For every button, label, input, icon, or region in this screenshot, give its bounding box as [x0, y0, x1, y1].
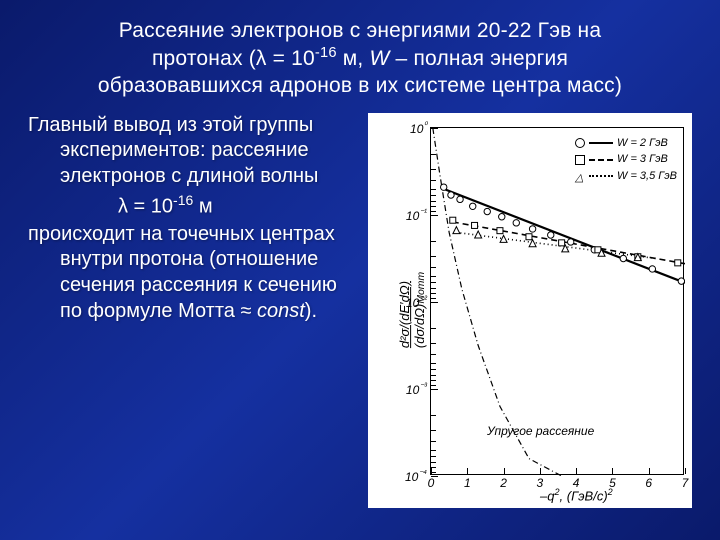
title-line-1: Рассеяние электронов с энергиями 20-22 Г… — [119, 19, 601, 42]
slide-title: Рассеяние электронов с энергиями 20-22 Г… — [28, 18, 692, 99]
x-tick-label: 2 — [500, 474, 507, 490]
x-axis-label: –q2, (ГэВ/с)2 — [540, 487, 613, 503]
x-tick-label: 6 — [645, 474, 652, 490]
y-axis-label: d²σ/(dE′dΩ)(dσ/dΩ)Мотт — [397, 272, 427, 348]
y-tick-label: 10⁻³ — [406, 381, 431, 397]
title-W: W — [369, 47, 389, 70]
body-lambda: λ = 10-16 м — [28, 192, 352, 220]
body-p2: происходит на точечных центрах внутри пр… — [28, 222, 352, 324]
body-p1: Главный вывод из этой группы эксперимент… — [28, 113, 352, 190]
x-tick-label: 0 — [428, 474, 435, 490]
plot-area: W = 2 ГэВW = 3 ГэВ△W = 3,5 ГэВ Упругое р… — [430, 127, 684, 475]
body-text: Главный вывод из этой группы эксперимент… — [28, 113, 352, 508]
chart-panel: d²σ/(dE′dΩ)(dσ/dΩ)Мотт W = 2 ГэВW = 3 Гэ… — [368, 113, 692, 508]
y-tick-label: 10⁰ — [410, 120, 431, 136]
x-tick-label: 7 — [682, 474, 689, 490]
title-line-2b: м, — [337, 47, 370, 70]
plot-svg — [431, 128, 685, 476]
y-tick-label: 10⁻¹ — [406, 207, 431, 223]
y-tick-label: 10⁻² — [406, 294, 431, 310]
title-line-3: образовавшихся адронов в их системе цент… — [98, 74, 622, 97]
title-line-2c: – полная энергия — [390, 47, 569, 70]
title-line-2a: протонах (λ = 10 — [152, 47, 315, 70]
x-tick-label: 1 — [464, 474, 471, 490]
title-exp: -16 — [315, 45, 337, 61]
